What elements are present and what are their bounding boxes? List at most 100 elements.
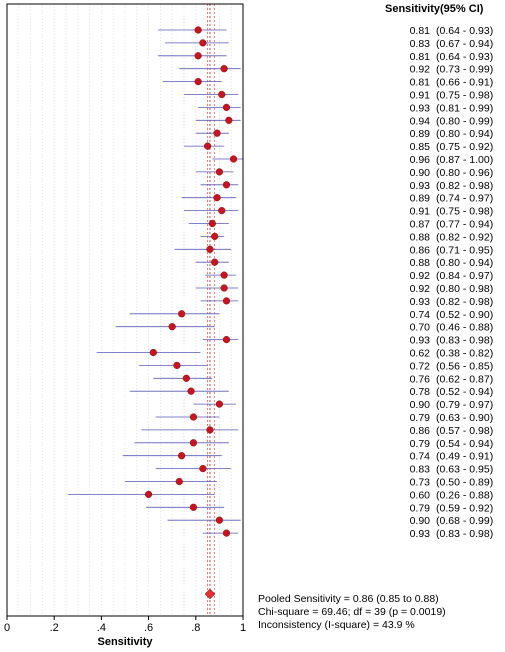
study-points xyxy=(145,26,238,537)
study-ci-label: (0.75 - 0.98) xyxy=(436,90,493,102)
study-estimate-label: 0.88 xyxy=(410,257,431,269)
study-ci-label: (0.67 - 0.94) xyxy=(436,38,493,50)
study-point xyxy=(206,426,214,434)
study-estimate-label: 0.90 xyxy=(410,167,431,179)
study-point xyxy=(178,310,186,318)
study-ci-label: (0.50 - 0.89) xyxy=(436,477,493,489)
study-estimate-label: 0.70 xyxy=(410,322,431,334)
study-ci-label: (0.56 - 0.85) xyxy=(436,360,493,372)
study-point xyxy=(215,516,224,524)
confidence-intervals xyxy=(68,29,243,534)
study-estimate-label: 0.81 xyxy=(410,51,431,63)
study-point xyxy=(215,168,224,176)
x-axis-label: Sensitivity xyxy=(97,636,153,648)
study-point xyxy=(149,348,157,357)
study-point xyxy=(222,336,231,344)
x-tick-label: .8 xyxy=(191,622,200,634)
study-point xyxy=(187,387,195,395)
study-ci-label: (0.52 - 0.94) xyxy=(436,386,493,398)
study-estimate-label: 0.93 xyxy=(410,296,431,308)
pooled-diamond xyxy=(204,588,216,600)
study-estimate-label: 0.73 xyxy=(410,477,431,489)
study-ci-label: (0.26 - 0.88) xyxy=(436,489,493,501)
pooled-reference-lines xyxy=(207,4,215,616)
study-ci-label: (0.49 - 0.91) xyxy=(436,451,493,463)
study-point xyxy=(222,181,231,189)
study-estimate-label: 0.79 xyxy=(410,502,431,514)
study-estimate-label: 0.74 xyxy=(410,309,431,321)
study-point xyxy=(194,26,202,34)
study-ci-label: (0.82 - 0.92) xyxy=(436,231,493,243)
study-point xyxy=(199,39,207,47)
study-point xyxy=(206,245,214,253)
x-tick-label: .6 xyxy=(144,622,153,634)
study-estimate-label: 0.76 xyxy=(410,373,431,385)
plot-frame xyxy=(6,3,244,617)
study-estimate-label: 0.79 xyxy=(410,412,431,424)
study-point xyxy=(218,207,226,215)
study-point xyxy=(229,155,238,163)
study-point xyxy=(175,477,183,486)
study-estimate-label: 0.89 xyxy=(410,193,431,205)
study-ci-label: (0.71 - 0.95) xyxy=(436,244,493,256)
study-point xyxy=(189,439,198,447)
study-ci-label: (0.63 - 0.90) xyxy=(436,412,493,424)
study-estimate-label: 0.93 xyxy=(410,335,431,347)
grid-lines xyxy=(18,4,232,616)
study-estimate-label: 0.93 xyxy=(410,180,431,192)
study-point xyxy=(199,465,207,473)
study-ci-label: (0.64 - 0.93) xyxy=(436,25,493,37)
study-estimate-label: 0.91 xyxy=(410,90,431,102)
study-ci-label: (0.52 - 0.90) xyxy=(436,309,493,321)
study-ci-label: (0.63 - 0.95) xyxy=(436,464,493,476)
x-tick-label: 1 xyxy=(240,622,246,634)
study-point xyxy=(220,284,228,292)
study-point xyxy=(194,52,202,60)
pooled-estimate xyxy=(204,588,216,600)
study-ci-label: (0.79 - 0.97) xyxy=(436,399,493,411)
study-point xyxy=(208,219,216,228)
study-point xyxy=(194,77,202,86)
study-ci-label: (0.80 - 0.94) xyxy=(436,128,493,140)
study-estimate-label: 0.91 xyxy=(410,206,431,218)
study-ci-label: (0.74 - 0.97) xyxy=(436,193,493,205)
study-ci-label: (0.80 - 0.94) xyxy=(436,257,493,269)
summary-statistics: Pooled Sensitivity = 0.86 (0.85 to 0.88)… xyxy=(258,593,446,631)
summary-line: Chi-square = 69.46; df = 39 (p = 0.0019) xyxy=(258,606,446,618)
study-ci-label: (0.73 - 0.99) xyxy=(436,64,493,76)
summary-line: Pooled Sensitivity = 0.86 (0.85 to 0.88) xyxy=(258,593,439,605)
study-estimate-label: 0.81 xyxy=(410,25,431,37)
study-point xyxy=(213,129,221,137)
study-ci-label: (0.62 - 0.87) xyxy=(436,373,493,385)
study-estimate-label: 0.90 xyxy=(410,399,431,411)
study-point xyxy=(182,374,190,382)
study-estimate-label: 0.72 xyxy=(410,360,431,372)
study-estimate-label: 0.88 xyxy=(410,231,431,243)
study-labels: 0.81 (0.64 - 0.93) 0.83 (0.67 - 0.94) 0.81 (0… xyxy=(410,25,494,540)
study-estimate-label: 0.78 xyxy=(410,386,431,398)
study-ci-label: (0.87 - 1.00) xyxy=(436,154,493,166)
study-estimate-label: 0.81 xyxy=(410,77,431,89)
study-ci-label: (0.59 - 0.92) xyxy=(436,502,493,514)
study-point xyxy=(222,297,231,305)
study-estimate-label: 0.60 xyxy=(410,489,431,501)
study-ci-label: (0.80 - 0.99) xyxy=(436,115,493,127)
study-estimate-label: 0.90 xyxy=(410,515,431,527)
x-axis: 0 .2 .4 .6 .8 1 xyxy=(4,616,246,634)
study-estimate-label: 0.83 xyxy=(410,38,431,50)
study-ci-label: (0.82 - 0.98) xyxy=(436,180,493,192)
study-ci-label: (0.80 - 0.98) xyxy=(436,283,493,295)
study-ci-label: (0.66 - 0.91) xyxy=(436,77,493,89)
study-point xyxy=(173,361,181,370)
study-ci-label: (0.68 - 0.99) xyxy=(436,515,493,527)
study-estimate-label: 0.86 xyxy=(410,425,431,437)
study-ci-label: (0.46 - 0.88) xyxy=(436,322,493,334)
study-point xyxy=(178,452,186,460)
study-point xyxy=(222,103,231,112)
study-ci-label: (0.77 - 0.94) xyxy=(436,219,493,231)
study-point xyxy=(189,503,198,511)
study-point xyxy=(189,413,198,421)
study-point xyxy=(168,323,176,331)
study-ci-label: (0.75 - 0.92) xyxy=(436,141,493,153)
